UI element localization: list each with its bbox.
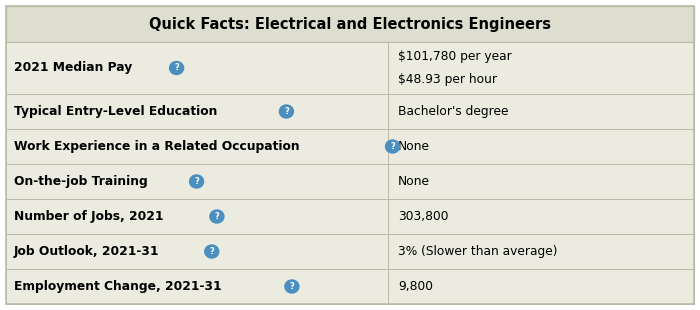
Text: Job Outlook, 2021-31: Job Outlook, 2021-31	[14, 245, 160, 258]
Text: ?: ?	[209, 247, 214, 256]
Text: Employment Change, 2021-31: Employment Change, 2021-31	[14, 280, 222, 293]
Ellipse shape	[210, 210, 224, 223]
Text: Bachelor's degree: Bachelor's degree	[398, 105, 508, 118]
Text: Typical Entry-Level Education: Typical Entry-Level Education	[14, 105, 218, 118]
Bar	[6, 6, 694, 42]
Text: ?: ?	[174, 64, 179, 73]
Text: None: None	[398, 175, 430, 188]
Ellipse shape	[279, 105, 293, 118]
Ellipse shape	[169, 61, 183, 74]
Text: ?: ?	[214, 212, 219, 221]
Bar	[6, 42, 388, 94]
Text: None: None	[398, 140, 430, 153]
Bar	[388, 199, 694, 234]
Text: 2021 Median Pay: 2021 Median Pay	[14, 61, 132, 74]
Ellipse shape	[386, 140, 400, 153]
Bar	[388, 269, 694, 304]
Bar	[388, 129, 694, 164]
Ellipse shape	[190, 175, 204, 188]
Text: ?: ?	[284, 107, 289, 116]
Bar	[388, 234, 694, 269]
Text: 3% (Slower than average): 3% (Slower than average)	[398, 245, 557, 258]
Bar	[6, 164, 388, 199]
Text: $101,780 per year: $101,780 per year	[398, 50, 512, 63]
Ellipse shape	[204, 245, 218, 258]
Text: ?: ?	[194, 177, 199, 186]
Text: ?: ?	[290, 282, 294, 291]
Text: ?: ?	[390, 142, 395, 151]
Bar	[6, 234, 388, 269]
Bar	[388, 94, 694, 129]
Bar	[388, 164, 694, 199]
Bar	[6, 269, 388, 304]
Text: On-the-job Training: On-the-job Training	[14, 175, 148, 188]
Text: 9,800: 9,800	[398, 280, 433, 293]
Text: $48.93 per hour: $48.93 per hour	[398, 73, 497, 86]
Bar	[6, 129, 388, 164]
Bar	[6, 94, 388, 129]
Text: 303,800: 303,800	[398, 210, 448, 223]
Bar	[388, 42, 694, 94]
Bar	[6, 199, 388, 234]
Text: Number of Jobs, 2021: Number of Jobs, 2021	[14, 210, 164, 223]
Text: Quick Facts: Electrical and Electronics Engineers: Quick Facts: Electrical and Electronics …	[149, 16, 551, 32]
Text: Work Experience in a Related Occupation: Work Experience in a Related Occupation	[14, 140, 300, 153]
Ellipse shape	[285, 280, 299, 293]
